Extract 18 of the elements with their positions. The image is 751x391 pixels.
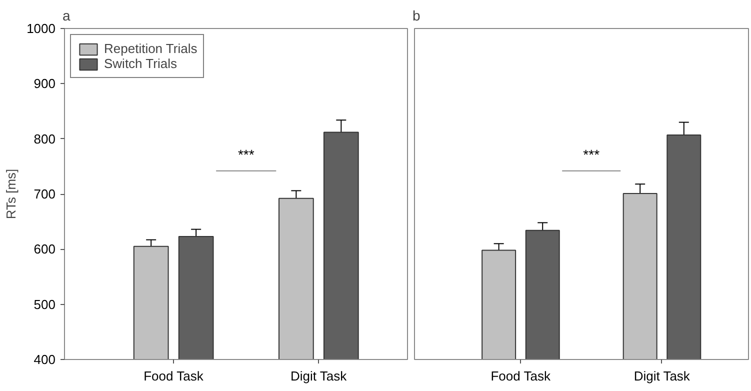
annotation: *** <box>583 146 600 163</box>
y-tick-label: 700 <box>34 186 56 202</box>
y-tick-label: 500 <box>34 296 56 312</box>
y-axis-title: RTs [ms] <box>4 168 19 220</box>
legend-label: Switch Trials <box>104 56 177 71</box>
x-tick-label: Food Task <box>144 368 204 384</box>
x-tick-label: Digit Task <box>634 368 690 384</box>
y-tick-label: 800 <box>34 131 56 146</box>
chart-title: b <box>412 8 420 24</box>
y-tick-label: 900 <box>34 76 56 92</box>
chart-title: a <box>62 8 70 24</box>
annotation: *** <box>238 146 255 163</box>
y-tick-label: 400 <box>34 352 56 367</box>
legend-label: Repetition Trials <box>104 41 198 56</box>
y-tick-label: 600 <box>34 242 56 257</box>
x-tick-label: Digit Task <box>290 368 348 384</box>
y-tick-label: 1000 <box>26 21 56 36</box>
x-tick-label: Food Task <box>490 368 551 384</box>
